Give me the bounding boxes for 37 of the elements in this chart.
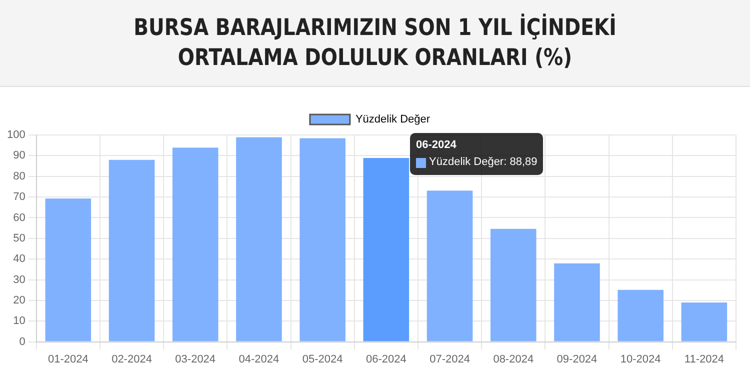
x-tick-label: 06-2024 bbox=[366, 353, 406, 366]
y-tick-label: 90 bbox=[13, 150, 26, 162]
x-tick-label: 02-2024 bbox=[112, 353, 152, 366]
bar bbox=[554, 263, 600, 342]
bar bbox=[45, 198, 92, 342]
bar bbox=[426, 190, 473, 342]
annotation: Yüzdelik Değer: 88,89 bbox=[429, 155, 538, 170]
legend-label: Yüzdelik Değer bbox=[355, 114, 430, 126]
y-tick-label: 20 bbox=[13, 294, 26, 306]
y-tick-label: 100 bbox=[6, 129, 26, 142]
annotation: 06-2024 bbox=[416, 138, 456, 153]
bar bbox=[108, 160, 155, 342]
y-tick-label: 70 bbox=[13, 191, 26, 204]
y-tick-label: 80 bbox=[13, 170, 26, 182]
y-tick-label: 30 bbox=[13, 274, 26, 286]
x-tick-label: 05-2024 bbox=[302, 353, 343, 366]
x-tick-label: 01-2024 bbox=[48, 353, 88, 366]
x-tick-label: 03-2024 bbox=[175, 353, 216, 366]
bar bbox=[490, 228, 536, 342]
bar bbox=[681, 302, 728, 342]
x-tick-label: 04-2024 bbox=[238, 353, 280, 366]
x-tick-label: 09-2024 bbox=[556, 353, 598, 366]
y-tick-label: 10 bbox=[13, 315, 26, 328]
bar bbox=[236, 137, 282, 342]
x-tick-label: 08-2024 bbox=[493, 353, 534, 366]
y-tick-label: 0 bbox=[19, 336, 26, 348]
y-tick-label: 60 bbox=[13, 212, 26, 224]
bar bbox=[172, 148, 218, 342]
y-tick-label: 50 bbox=[13, 232, 26, 244]
x-tick-label: 07-2024 bbox=[430, 353, 470, 366]
x-tick-label: 11-2024 bbox=[684, 353, 724, 366]
chart-title: BURSA BARAJLARIMIZIN SON 1 YIL İÇİNDEKİ ORTALAMA DOLULUK ORANLARI (%) bbox=[132, 13, 618, 73]
bar bbox=[300, 138, 346, 342]
bar bbox=[618, 290, 664, 342]
bar bbox=[363, 158, 410, 342]
y-tick-label: 40 bbox=[13, 253, 26, 266]
x-tick-label: 10-2024 bbox=[620, 353, 661, 366]
